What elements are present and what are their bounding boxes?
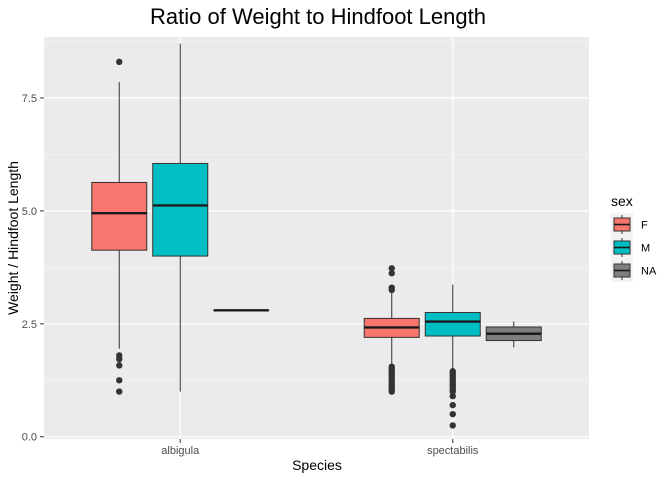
outlier-point — [116, 355, 123, 363]
chart-title: Ratio of Weight to Hindfoot Length — [150, 4, 486, 29]
outlier-point — [388, 286, 395, 294]
outlier-point — [116, 58, 123, 66]
box-body — [152, 162, 209, 257]
box-albigula-M — [152, 43, 209, 392]
outlier-point — [116, 388, 123, 395]
y-tick-label: 0.0 — [22, 432, 37, 444]
y-tick-label: 7.5 — [22, 93, 37, 105]
box-spectabilis-F — [363, 265, 420, 395]
x-tick-label: spectabilis — [427, 445, 479, 457]
legend: sex FM NA — [611, 193, 657, 282]
y-axis-title: Weight / Hindfoot Length — [5, 161, 21, 315]
legend-item-F: F — [611, 213, 648, 236]
x-axis: albigula spectabilis — [161, 439, 479, 457]
box-spectabilis-NA — [485, 321, 542, 348]
box-albigula-F — [91, 58, 148, 395]
legend-label: NA — [641, 266, 657, 278]
boxes — [91, 43, 542, 429]
box-body — [424, 312, 481, 337]
outlier-point — [449, 392, 456, 400]
legend-label: M — [641, 243, 650, 255]
outlier-point — [388, 388, 395, 395]
x-axis-title: Species — [292, 457, 342, 473]
box-spectabilis-M — [424, 284, 481, 429]
outlier-point — [116, 362, 123, 369]
legend-label: F — [641, 220, 648, 232]
outlier-point — [449, 388, 456, 395]
outlier-point — [449, 422, 456, 429]
legend-item-M: M — [611, 236, 650, 259]
legend-title: sex — [611, 193, 633, 209]
legend-item-NA: NA — [611, 259, 657, 282]
outlier-point — [388, 270, 395, 277]
outlier-point — [449, 410, 456, 418]
outlier-point — [116, 377, 123, 384]
outlier-point — [388, 265, 395, 272]
outlier-point — [449, 401, 456, 409]
y-tick-label: 2.5 — [22, 319, 37, 331]
x-tick-label: albigula — [161, 445, 200, 457]
y-tick-label: 5.0 — [22, 206, 37, 218]
y-axis: 0.0 2.5 5.0 7.5 — [22, 93, 44, 444]
box-body — [91, 181, 148, 251]
